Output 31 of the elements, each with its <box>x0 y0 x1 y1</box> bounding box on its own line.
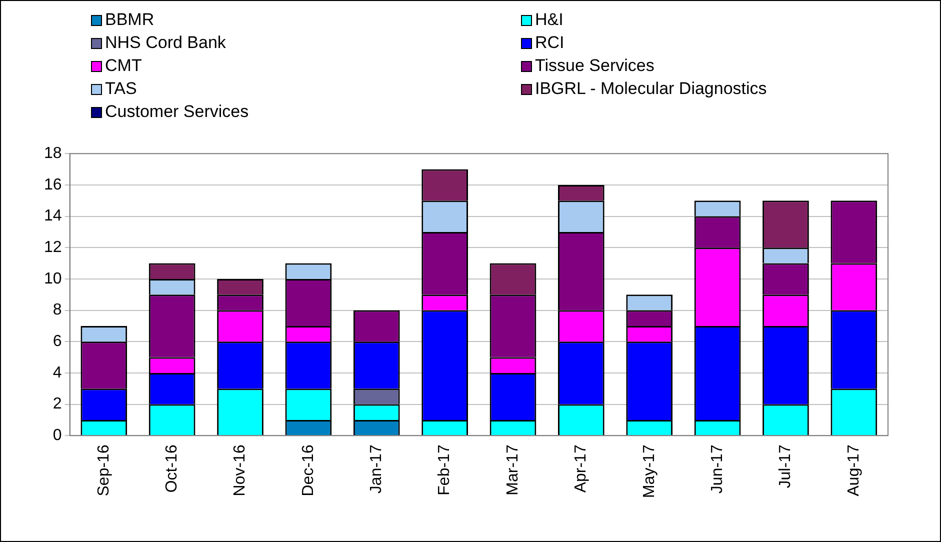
legend-label: Customer Services <box>105 102 249 122</box>
x-tick-label: Feb-17 <box>436 444 454 496</box>
x-tick-label: Apr-17 <box>572 444 590 493</box>
x-tick-label: Nov-16 <box>232 444 249 496</box>
legend-label: Tissue Services <box>535 56 654 76</box>
legend-label: IBGRL - Molecular Diagnostics <box>535 79 767 99</box>
y-tick-label: 18 <box>44 145 62 162</box>
y-tick-label: 2 <box>52 396 62 413</box>
y-tick-label: 16 <box>44 176 62 194</box>
legend-label: CMT <box>105 56 142 76</box>
legend-label: RCI <box>535 33 564 53</box>
x-tick-label: Jan-17 <box>368 444 386 494</box>
x-tick-label: Aug-17 <box>845 444 862 496</box>
legend-label: NHS Cord Bank <box>105 33 226 53</box>
x-tick-label: Mar-17 <box>504 444 522 496</box>
x-tick-label: Jun-17 <box>708 444 726 494</box>
y-tick-label: 10 <box>44 270 62 288</box>
y-tick-label: 12 <box>44 239 62 256</box>
legend-label: TAS <box>105 79 137 99</box>
y-tick-label: 6 <box>52 333 62 350</box>
legend-label: H&I <box>535 10 564 30</box>
x-tick-label: Sep-16 <box>95 444 112 496</box>
x-tick-label: Jul-17 <box>777 444 794 488</box>
x-tick-label: Dec-16 <box>300 444 317 496</box>
y-tick-label: 8 <box>52 302 62 319</box>
y-tick-label: 0 <box>52 427 62 444</box>
legend-label: BBMR <box>105 10 154 30</box>
x-tick-label: May-17 <box>640 444 658 498</box>
x-tick-label: Oct-16 <box>163 444 180 493</box>
y-tick-label: 4 <box>52 364 62 382</box>
y-tick-label: 14 <box>44 208 62 225</box>
